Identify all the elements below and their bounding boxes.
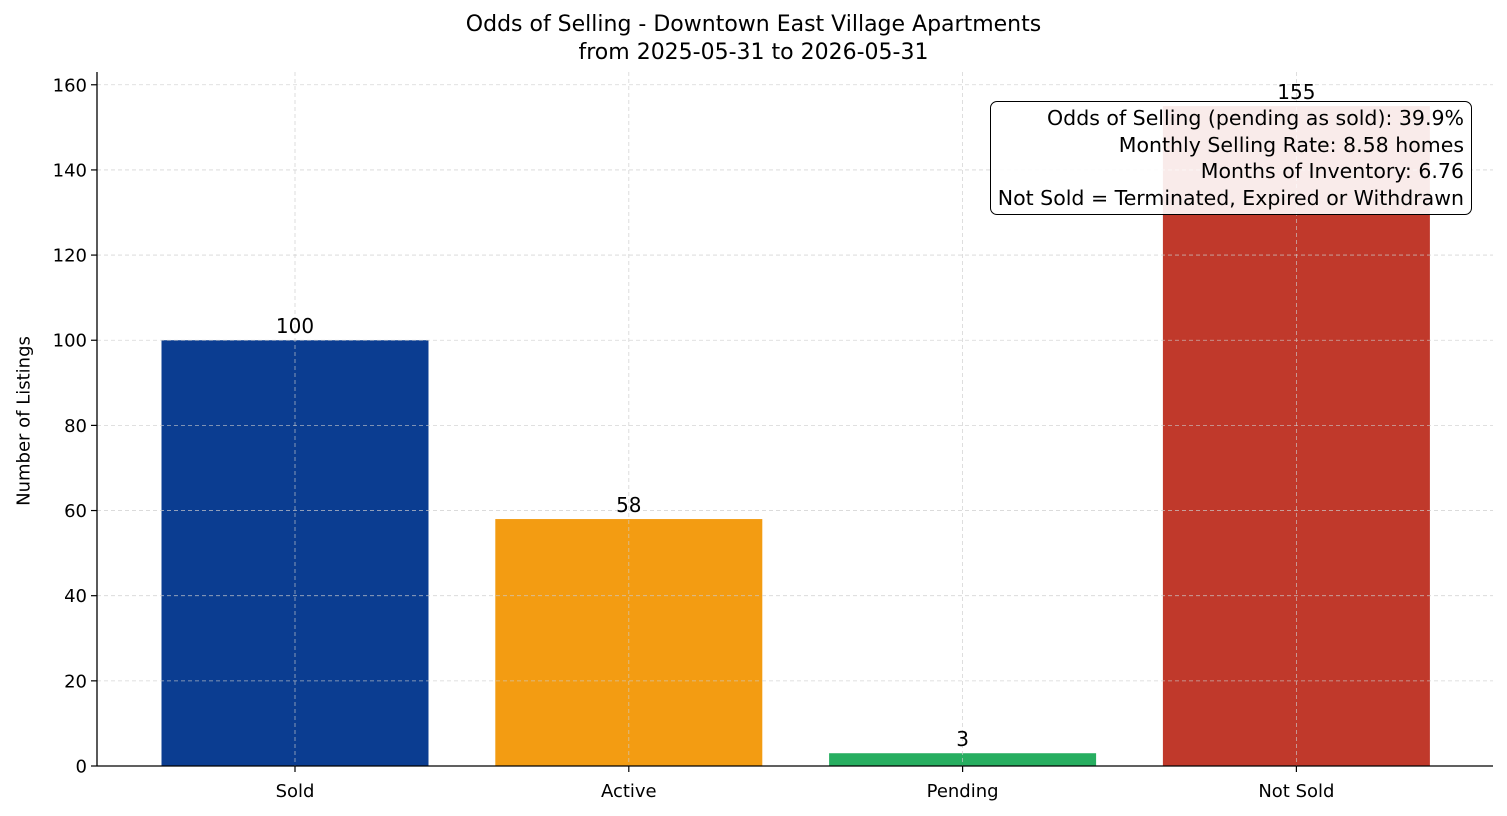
data-label: 3: [956, 727, 969, 751]
data-label: 58: [616, 493, 641, 517]
x-tick-label: Not Sold: [1258, 781, 1334, 802]
data-label: 100: [276, 314, 314, 338]
annotation-monthly-selling-rate: Monthly Selling Rate: 8.58 homes: [1118, 132, 1464, 157]
chart-title: Odds of Selling - Downtown East Village …: [465, 12, 1042, 37]
x-tick-label: Active: [601, 781, 657, 802]
y-tick-label: 120: [53, 246, 87, 267]
chart-subtitle: from 2025-05-31 to 2026-05-31: [578, 40, 929, 65]
annotation-months-of-inventory: Months of Inventory: 6.76: [1200, 159, 1464, 183]
y-tick-label: 100: [53, 331, 87, 352]
y-tick-label: 80: [64, 416, 87, 437]
y-tick-label: 140: [53, 160, 87, 181]
y-tick-label: 160: [53, 75, 87, 96]
y-tick-label: 60: [64, 501, 87, 522]
x-tick-label: Sold: [276, 781, 315, 802]
y-tick-label: 0: [76, 757, 87, 778]
y-tick-label: 20: [64, 671, 87, 692]
x-tick-label: Pending: [927, 781, 999, 802]
y-tick-label: 40: [64, 586, 87, 607]
stats-annotation-box: Odds of Selling (pending as sold): 39.9%…: [989, 101, 1472, 215]
annotation-odds-of-selling: Odds of Selling (pending as sold): 39.9%: [1047, 106, 1464, 130]
annotation-not-sold-definition: Not Sold = Terminated, Expired or Withdr…: [997, 185, 1464, 210]
data-label: 155: [1277, 80, 1315, 104]
